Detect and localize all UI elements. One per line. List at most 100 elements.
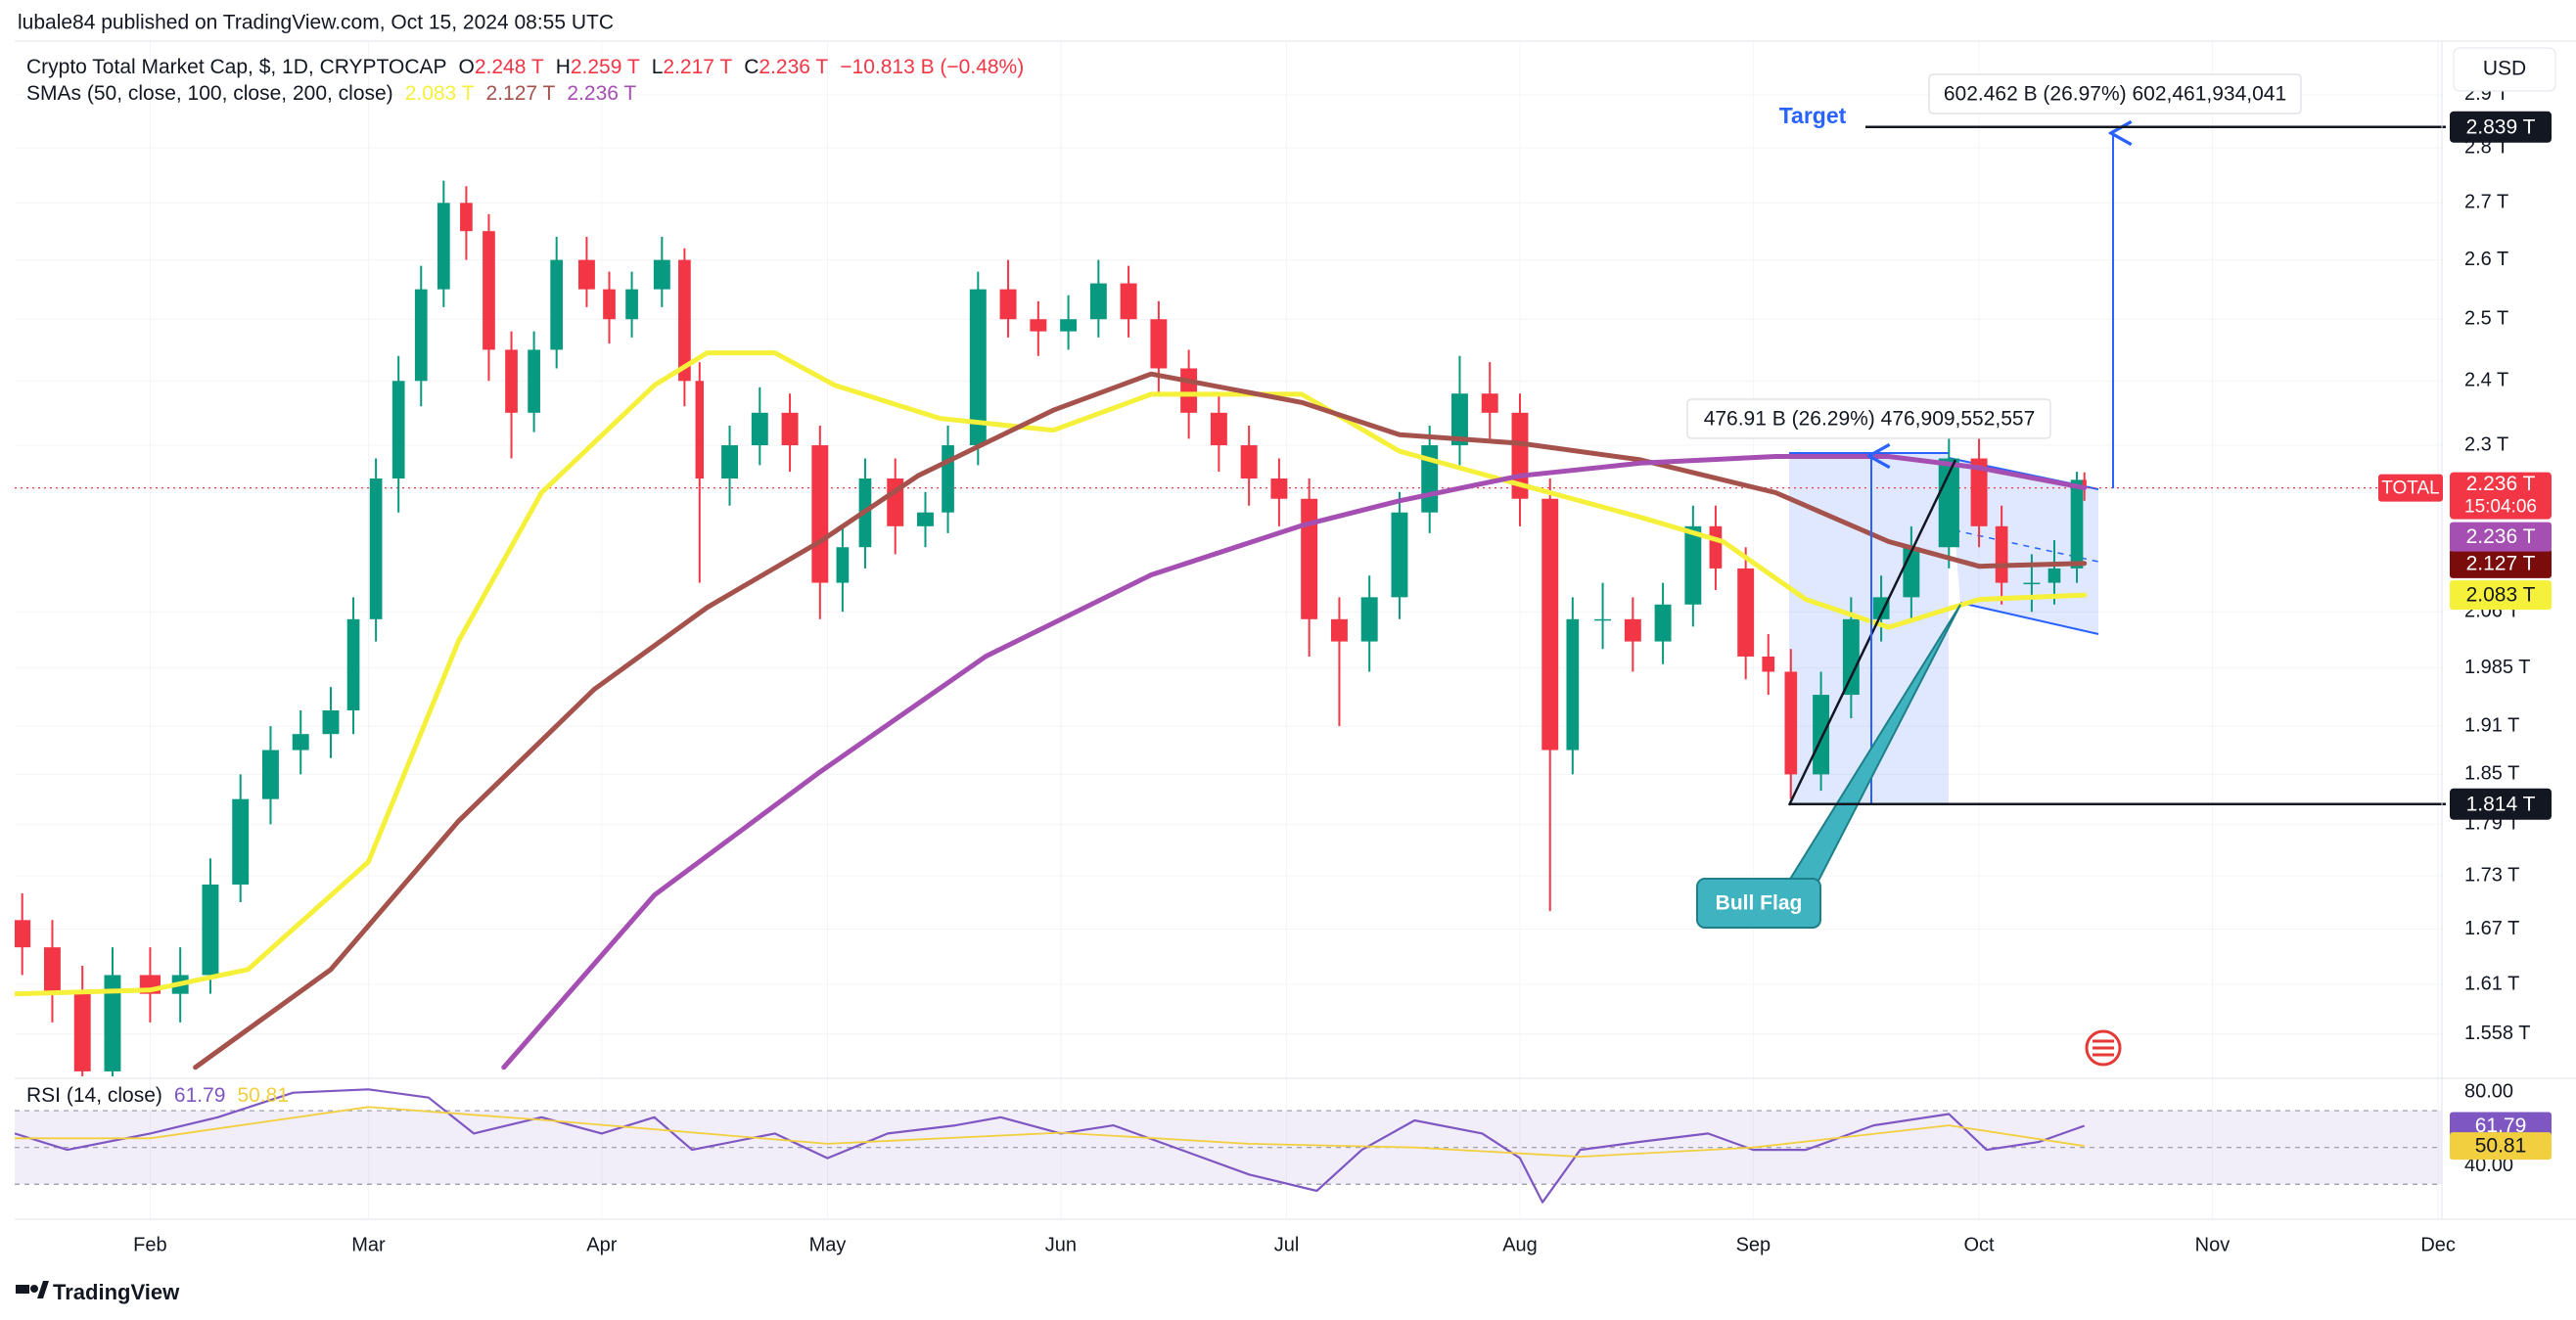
candle-body xyxy=(2082,479,2087,488)
candle-body xyxy=(104,975,121,1071)
x-tick-label: Nov xyxy=(2195,1234,2231,1255)
candle-body xyxy=(483,231,495,350)
y-tick-label: 1.985 T xyxy=(2464,657,2530,678)
candle-body xyxy=(369,478,383,619)
candle-body xyxy=(15,920,31,948)
ohlc-value: 2.217 T xyxy=(663,56,732,78)
sma-badge xyxy=(2450,580,2552,611)
countdown: 15:04:06 xyxy=(2464,497,2537,518)
candle-body xyxy=(1903,547,1920,598)
candle-body xyxy=(43,947,61,994)
y-tick-label: 1.73 T xyxy=(2464,864,2519,886)
logo-part xyxy=(37,1281,49,1298)
ohlc-value: 2.259 T xyxy=(571,56,640,78)
candle-body xyxy=(1150,319,1168,369)
candle-body xyxy=(261,750,279,799)
pole-measure: 476.91 B (26.29%) 476,909,552,557 xyxy=(1704,408,2036,431)
candle-body xyxy=(1451,393,1468,446)
ohlc-value: 2.236 T xyxy=(759,56,828,78)
rsi-badge-label: 50.81 xyxy=(2475,1135,2527,1158)
rsi-value: 50.81 xyxy=(237,1084,289,1107)
symbol-title: Crypto Total Market Cap, $, 1D, CRYPTOCA… xyxy=(26,56,447,78)
candle-body xyxy=(202,884,219,976)
level-badge xyxy=(2450,788,2552,820)
brand-logo xyxy=(16,1281,49,1298)
candle-body xyxy=(1938,458,1959,548)
candle-body xyxy=(999,289,1017,320)
candle-body xyxy=(577,259,595,290)
candle-body xyxy=(1842,618,1860,696)
ohlc-key: H xyxy=(556,56,571,78)
candle-body xyxy=(460,203,473,232)
candle-body xyxy=(528,349,540,413)
measure-box xyxy=(1928,73,2302,114)
candle-body xyxy=(2047,568,2061,583)
x-tick-label: Apr xyxy=(586,1234,617,1255)
candle-body xyxy=(625,289,638,320)
y-tick-label: 2.5 T xyxy=(2464,308,2508,330)
level-label: 1.814 T xyxy=(2466,793,2536,815)
x-tick-label: Dec xyxy=(2420,1234,2456,1255)
callout-box xyxy=(1696,878,1821,929)
candle-body xyxy=(1709,525,1723,569)
published-line: lubale84 published on TradingView.com, O… xyxy=(18,12,614,34)
candle-body xyxy=(346,618,360,710)
rsi-pane xyxy=(15,1088,2442,1204)
currency-button[interactable] xyxy=(2453,47,2556,92)
candle-body xyxy=(836,547,850,583)
sma-line xyxy=(15,350,2088,997)
sma-line xyxy=(193,371,2088,1070)
flag-label: Bull Flag xyxy=(1716,892,1803,915)
candle-body xyxy=(1684,525,1702,605)
rsi-badge xyxy=(2450,1132,2552,1161)
logo-part xyxy=(30,1285,38,1293)
level-badge xyxy=(2450,111,2552,143)
candle-body xyxy=(73,993,91,1071)
y-tick-label: 1.91 T xyxy=(2464,714,2519,736)
symbol-badge xyxy=(2378,474,2443,502)
candle-body xyxy=(1360,597,1378,642)
candle-body xyxy=(751,412,768,446)
target-text: Target xyxy=(1779,103,1847,128)
rsi-value: 61.79 xyxy=(174,1084,226,1107)
logo-part xyxy=(16,1285,29,1294)
candle-body xyxy=(2070,479,2084,569)
drawings-front: 476.91 B (26.29%) 476,909,552,557 602.46… xyxy=(1686,73,2446,1067)
candle-body xyxy=(917,512,934,526)
sma-badge xyxy=(2450,548,2552,578)
candle-body xyxy=(1240,445,1258,478)
currency-label[interactable]: USD xyxy=(2483,58,2526,80)
candle-body xyxy=(1784,671,1798,775)
candle-body xyxy=(2023,582,2041,585)
y-tick-label: 2.3 T xyxy=(2464,433,2508,455)
candle-body xyxy=(1813,695,1830,775)
rsi-line xyxy=(15,1106,2085,1158)
sma-badge xyxy=(2450,522,2552,552)
candle-body xyxy=(781,412,799,446)
x-tick-label: Mar xyxy=(351,1234,386,1255)
candle-body xyxy=(942,445,954,513)
x-tick-label: May xyxy=(809,1234,847,1255)
candle-body xyxy=(1421,445,1439,513)
flag-bottom-line xyxy=(1959,602,2099,635)
ohlc-key: O xyxy=(459,56,475,78)
symbol-legend: Crypto Total Market Cap, $, 1D, CRYPTOCA… xyxy=(26,56,1024,78)
candle-body xyxy=(1594,618,1612,621)
event-icon-stripes xyxy=(2093,1039,2114,1057)
candle-body xyxy=(437,203,450,290)
x-tick-label: Oct xyxy=(1964,1234,1996,1255)
price-label: 2.236 T xyxy=(2466,473,2536,495)
candle-body xyxy=(550,259,564,350)
candle-body xyxy=(653,259,670,290)
rsi-tick-label: 40.00 xyxy=(2464,1155,2513,1176)
sma-title: SMAs (50, close, 100, close, 200, close) xyxy=(26,82,393,105)
grid xyxy=(15,41,2442,1219)
sma-value: 2.083 T xyxy=(405,82,475,105)
sma-badge-label: 2.083 T xyxy=(2466,584,2536,607)
candle-body xyxy=(414,289,428,382)
candle-body xyxy=(1481,393,1498,413)
x-tick-label: Sep xyxy=(1736,1234,1771,1255)
candle-body xyxy=(391,381,405,478)
